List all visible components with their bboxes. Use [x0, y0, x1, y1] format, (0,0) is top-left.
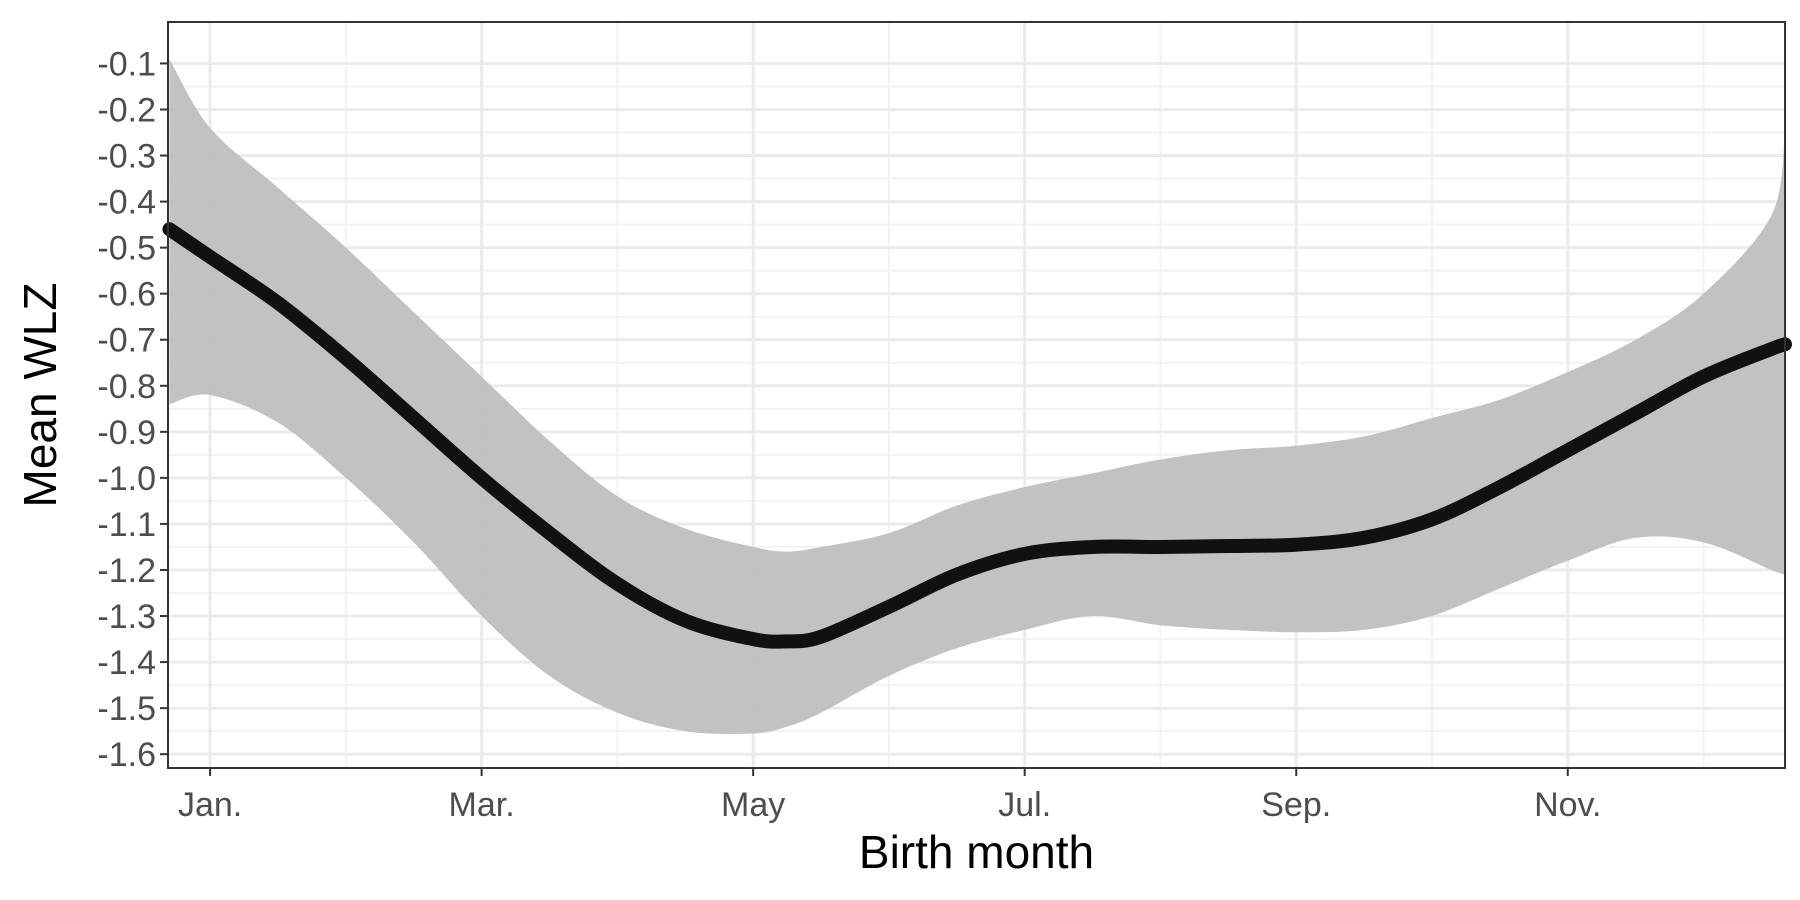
trend-line-layer	[162, 222, 1792, 649]
y-tick-label: -1.4	[97, 644, 156, 682]
grid-minor	[168, 22, 1785, 768]
y-tick-label: -0.6	[97, 276, 156, 314]
y-tick-label: -0.1	[97, 45, 156, 83]
y-tick-label: -1.6	[97, 736, 156, 774]
x-tick-label: May	[721, 786, 785, 824]
x-tick-label: Jan.	[178, 786, 242, 824]
y-tick-label: -0.5	[97, 230, 156, 268]
x-axis: Jan. Mar. May Jul. Sep. Nov.	[178, 768, 1601, 824]
confidence-band-layer	[169, 58, 1785, 734]
y-tick-label: -1.5	[97, 690, 156, 728]
y-tick-label: -1.2	[97, 552, 156, 590]
x-tick-label: Sep.	[1261, 786, 1331, 824]
y-tick-label: -1.3	[97, 598, 156, 636]
x-tick-label: Jul.	[998, 786, 1051, 824]
y-tick-label: -0.9	[97, 414, 156, 452]
confidence-band	[169, 58, 1785, 734]
x-tick-label: Nov.	[1534, 786, 1601, 824]
y-axis: -0.1 -0.2 -0.3 -0.4 -0.5 -0.6 -0.7 -0.8 -0.9 -1.0…	[97, 45, 168, 774]
x-tick-label: Mar.	[449, 786, 515, 824]
y-axis-title: Mean WLZ	[14, 283, 66, 508]
y-tick-label: -0.8	[97, 368, 156, 406]
panel-border	[167, 21, 1786, 769]
y-tick-label: -0.2	[97, 91, 156, 129]
y-tick-label: -1.1	[97, 506, 156, 544]
series-line	[162, 222, 1792, 649]
y-tick-label: -1.0	[97, 460, 156, 498]
y-tick-label: -0.3	[97, 138, 156, 176]
y-tick-label: -0.4	[97, 184, 156, 222]
x-axis-title: Birth month	[859, 826, 1094, 878]
y-tick-label: -0.7	[97, 322, 156, 360]
